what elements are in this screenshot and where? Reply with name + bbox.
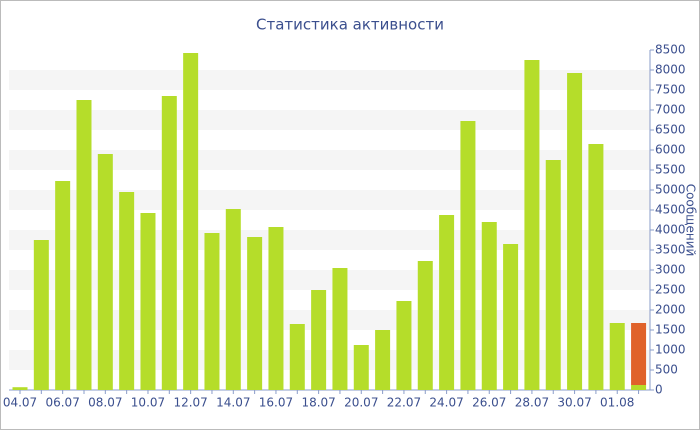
y-tick-label: 7500: [655, 83, 686, 97]
x-tick-label: 01.08: [600, 396, 634, 410]
grid-band: [9, 70, 650, 90]
y-tick-label: 1000: [655, 343, 686, 357]
y-tick-label: 5000: [655, 183, 686, 197]
x-tick-label: 14.07: [216, 396, 250, 410]
bar: [119, 192, 135, 390]
bar: [439, 215, 455, 390]
x-tick-label: 26.07: [472, 396, 506, 410]
grid-band: [9, 110, 650, 130]
bar: [204, 233, 220, 390]
x-tick-label: 12.07: [173, 396, 207, 410]
bar: [631, 385, 647, 390]
x-tick-label: 04.07: [3, 396, 37, 410]
y-tick-label: 5500: [655, 163, 686, 177]
bar: [396, 301, 412, 390]
bar: [311, 290, 327, 390]
bar: [161, 96, 177, 390]
bar: [503, 244, 519, 390]
bar: [97, 154, 113, 390]
bar: [631, 323, 647, 385]
bar: [289, 324, 305, 390]
bar: [140, 213, 156, 390]
x-tick-label: 20.07: [344, 396, 378, 410]
y-tick-label: 4000: [655, 223, 686, 237]
x-tick-label: 30.07: [557, 396, 591, 410]
y-tick-label: 4500: [655, 203, 686, 217]
bar: [609, 323, 625, 390]
y-tick-label: 7000: [655, 103, 686, 117]
bar: [33, 240, 49, 390]
bar: [460, 121, 476, 390]
y-tick-label: 3000: [655, 263, 686, 277]
y-tick-label: 6000: [655, 143, 686, 157]
y-tick-label: 2500: [655, 283, 686, 297]
bar: [12, 387, 28, 390]
bar: [225, 209, 241, 390]
chart-title: Статистика активности: [256, 16, 444, 34]
bar: [55, 181, 71, 390]
bar: [332, 268, 348, 390]
x-tick-label: 28.07: [515, 396, 549, 410]
bar: [481, 222, 497, 390]
x-tick-label: 24.07: [429, 396, 463, 410]
bar: [567, 73, 583, 390]
y-tick-label: 8500: [655, 43, 686, 57]
bar: [417, 261, 433, 390]
x-tick-label: 08.07: [88, 396, 122, 410]
bar: [268, 227, 284, 390]
bar: [524, 60, 540, 390]
x-tick-label: 10.07: [131, 396, 165, 410]
y-tick-label: 8000: [655, 63, 686, 77]
y-tick-label: 3500: [655, 243, 686, 257]
y-tick-label: 2000: [655, 303, 686, 317]
y-tick-label: 500: [655, 363, 678, 377]
bar: [76, 100, 92, 390]
y-axis-label: Сообщений: [684, 184, 698, 257]
bar: [588, 144, 604, 390]
bar: [183, 53, 199, 390]
y-tick-label: 6500: [655, 123, 686, 137]
y-tick-label: 0: [655, 383, 663, 397]
x-tick-label: 06.07: [45, 396, 79, 410]
x-tick-label: 18.07: [301, 396, 335, 410]
bar: [353, 345, 369, 390]
x-tick-label: 22.07: [387, 396, 421, 410]
bar: [545, 160, 561, 390]
bar: [375, 330, 391, 390]
x-tick-label: 16.07: [259, 396, 293, 410]
bar: [247, 237, 263, 390]
y-tick-label: 1500: [655, 323, 686, 337]
